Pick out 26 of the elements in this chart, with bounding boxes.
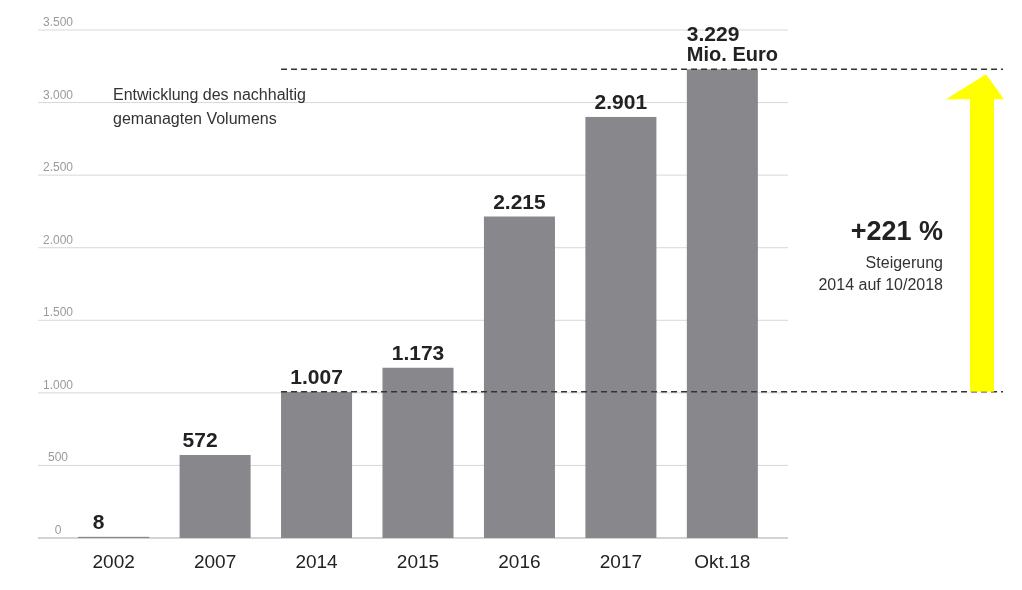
y-tick-label: 2.500 (42, 160, 74, 175)
data-label: 2.215 (493, 189, 547, 213)
y-tick-label: 1.000 (42, 377, 74, 392)
data-label: 572 (182, 427, 218, 451)
x-tick-label: Okt.18 (694, 551, 751, 572)
y-tick-label: 2.000 (42, 232, 74, 247)
data-label: 1.007 (290, 364, 343, 388)
y-tick-label: 500 (47, 450, 69, 465)
data-label: 8 (92, 509, 105, 533)
text: +221 % (850, 216, 943, 246)
x-tick-label: 2015 (396, 551, 440, 572)
text: Steigerung 2014 auf 10/2018 (818, 254, 944, 293)
x-tick-label: 2017 (599, 551, 643, 572)
y-tick-label: 0 (54, 523, 62, 537)
text: Entwicklung des nachhaltig gemanagten Volumens (113, 86, 307, 127)
data-label: 1.173 (391, 340, 445, 364)
y-tick-label: 1.500 (42, 305, 74, 320)
data-label: 2.901 (594, 89, 648, 113)
annotation: Mio. Euro (686, 43, 778, 66)
x-tick-label: 2007 (193, 551, 237, 572)
x-tick-label: 2014 (295, 551, 339, 572)
data-label: 3.229 (686, 22, 740, 46)
x-tick-label: 2002 (92, 551, 135, 572)
y-tick-label: 3.000 (42, 87, 74, 102)
y-tick-label: 3.500 (42, 15, 74, 29)
x-tick-label: 2016 (498, 551, 541, 572)
